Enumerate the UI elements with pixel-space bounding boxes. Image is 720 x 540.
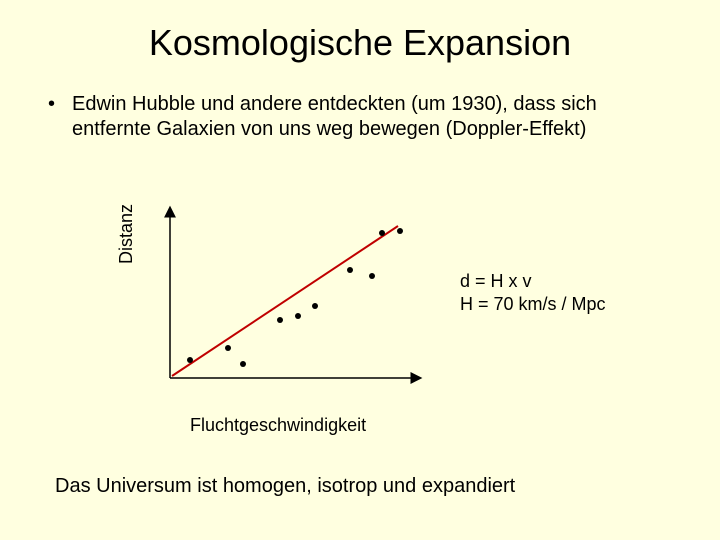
chart-svg <box>150 198 430 398</box>
bullet-marker: • <box>48 92 72 117</box>
chart-x-axis-label: Fluchtgeschwindigkeit <box>190 415 366 436</box>
bullet-block: • Edwin Hubble und andere entdeckten (um… <box>0 74 720 142</box>
bullet-text: Edwin Hubble und andere entdeckten (um 1… <box>72 92 672 142</box>
hubble-chart <box>150 198 430 398</box>
conclusion-text: Das Universum ist homogen, isotrop und e… <box>55 475 515 498</box>
formula-line-2: H = 70 km/s / Mpc <box>460 293 606 316</box>
formula-block: d = H x v H = 70 km/s / Mpc <box>460 270 606 317</box>
bullet-item: • Edwin Hubble und andere entdeckten (um… <box>48 92 672 142</box>
chart-y-axis-label: Distanz <box>116 204 137 264</box>
slide-title: Kosmologische Expansion <box>0 0 720 74</box>
formula-line-1: d = H x v <box>460 270 606 293</box>
